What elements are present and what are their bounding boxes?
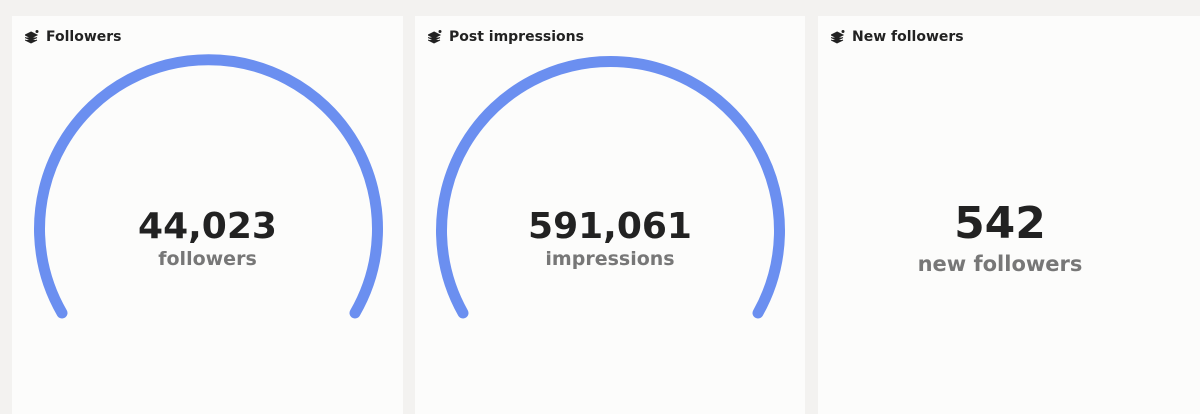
icon: [831, 30, 845, 44]
gauge-arc: [436, 56, 785, 319]
card-title: New followers: [852, 29, 964, 45]
card: Post impressions 591,061 impressions: [415, 16, 805, 414]
metric-unit: impressions: [545, 248, 675, 270]
metric-value: 591,061: [528, 206, 692, 247]
card: New followers 542 new followers: [818, 16, 1200, 414]
metric-unit: new followers: [917, 252, 1083, 276]
card-title: Followers: [46, 29, 122, 45]
gauge-arc: [34, 54, 383, 319]
metric-value: 542: [954, 198, 1046, 249]
card-title: Post impressions: [449, 29, 584, 45]
card: Followers 44,023 followers: [12, 16, 403, 414]
icon: [25, 30, 39, 44]
icon: [428, 30, 442, 44]
metric-value: 44,023: [138, 206, 277, 247]
metric-unit: followers: [158, 248, 257, 270]
